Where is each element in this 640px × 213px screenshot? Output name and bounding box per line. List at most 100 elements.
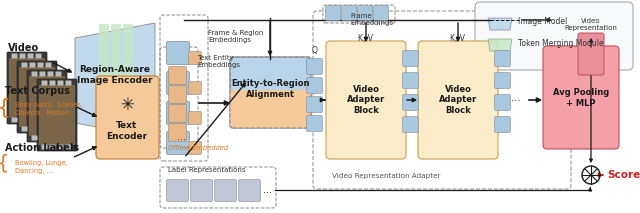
Text: Text Entity
Embeddings: Text Entity Embeddings [197, 55, 240, 68]
FancyBboxPatch shape [19, 53, 26, 59]
FancyBboxPatch shape [307, 115, 323, 131]
Text: Q: Q [312, 46, 318, 56]
FancyBboxPatch shape [342, 6, 356, 20]
FancyBboxPatch shape [28, 53, 33, 59]
Text: Video
Representation: Video Representation [564, 18, 618, 31]
FancyBboxPatch shape [40, 135, 45, 141]
Polygon shape [488, 39, 512, 51]
FancyBboxPatch shape [578, 33, 604, 75]
Text: Dancing, ...: Dancing, ... [15, 168, 53, 174]
Text: Objects,  Motion: Objects, Motion [15, 110, 69, 116]
FancyBboxPatch shape [19, 118, 26, 122]
Text: Label Representations: Label Representations [168, 167, 246, 173]
Text: Text
Encoder: Text Encoder [106, 121, 148, 141]
FancyBboxPatch shape [31, 135, 38, 141]
FancyBboxPatch shape [47, 135, 54, 141]
Polygon shape [99, 24, 110, 122]
Text: Video
Adapter
Block: Video Adapter Block [439, 85, 477, 115]
FancyBboxPatch shape [403, 95, 419, 111]
FancyBboxPatch shape [307, 96, 323, 112]
FancyBboxPatch shape [495, 95, 511, 111]
FancyBboxPatch shape [374, 6, 388, 20]
Text: ...: ... [264, 185, 273, 195]
Text: Entity-to-Region
Alignment: Entity-to-Region Alignment [231, 79, 309, 99]
FancyBboxPatch shape [35, 118, 42, 122]
FancyBboxPatch shape [27, 70, 67, 142]
FancyBboxPatch shape [403, 72, 419, 88]
FancyBboxPatch shape [42, 144, 47, 150]
FancyBboxPatch shape [189, 52, 202, 65]
FancyBboxPatch shape [168, 105, 186, 122]
Text: ...: ... [177, 132, 186, 142]
FancyBboxPatch shape [214, 180, 237, 201]
FancyBboxPatch shape [96, 76, 159, 159]
FancyBboxPatch shape [230, 57, 311, 128]
FancyBboxPatch shape [9, 58, 45, 118]
FancyBboxPatch shape [38, 62, 44, 68]
FancyBboxPatch shape [58, 81, 63, 85]
Polygon shape [111, 24, 122, 122]
FancyBboxPatch shape [168, 85, 186, 104]
Text: Text Corpus: Text Corpus [5, 86, 70, 96]
Text: Video: Video [8, 43, 39, 53]
FancyBboxPatch shape [191, 180, 212, 201]
Text: Score: Score [607, 170, 640, 180]
Text: Video
Adapter
Block: Video Adapter Block [347, 85, 385, 115]
FancyBboxPatch shape [42, 81, 47, 85]
FancyBboxPatch shape [29, 62, 35, 68]
FancyBboxPatch shape [12, 53, 17, 59]
FancyBboxPatch shape [29, 127, 35, 131]
FancyBboxPatch shape [495, 117, 511, 132]
Text: ...: ... [180, 140, 189, 150]
FancyBboxPatch shape [189, 82, 202, 95]
Text: Region-Aware
Image Encoder: Region-Aware Image Encoder [77, 65, 153, 85]
Text: Body parts,  Scenes,: Body parts, Scenes, [15, 102, 83, 108]
Text: Token Merging Module: Token Merging Module [518, 39, 604, 49]
Text: ...: ... [511, 93, 522, 103]
FancyBboxPatch shape [45, 127, 51, 131]
FancyBboxPatch shape [49, 144, 56, 150]
FancyBboxPatch shape [166, 180, 189, 201]
FancyBboxPatch shape [166, 131, 189, 154]
Polygon shape [75, 23, 155, 138]
FancyBboxPatch shape [189, 141, 202, 154]
FancyBboxPatch shape [543, 46, 619, 149]
Polygon shape [488, 18, 512, 30]
Text: ✳: ✳ [120, 96, 134, 114]
FancyBboxPatch shape [45, 62, 51, 68]
FancyBboxPatch shape [31, 72, 38, 76]
FancyBboxPatch shape [403, 50, 419, 66]
FancyBboxPatch shape [418, 41, 498, 159]
FancyBboxPatch shape [37, 79, 77, 151]
Text: Offline Embedded: Offline Embedded [168, 145, 228, 151]
FancyBboxPatch shape [65, 81, 72, 85]
FancyBboxPatch shape [40, 72, 45, 76]
FancyBboxPatch shape [239, 180, 260, 201]
Text: K, V: K, V [358, 33, 374, 43]
FancyBboxPatch shape [326, 41, 406, 159]
FancyBboxPatch shape [358, 6, 372, 20]
FancyBboxPatch shape [12, 118, 17, 122]
FancyBboxPatch shape [22, 62, 28, 68]
FancyBboxPatch shape [166, 42, 189, 65]
Text: {: { [0, 98, 10, 118]
FancyBboxPatch shape [168, 124, 186, 141]
FancyBboxPatch shape [56, 135, 61, 141]
Text: Frame & Region
Embeddings: Frame & Region Embeddings [208, 30, 264, 43]
FancyBboxPatch shape [35, 53, 42, 59]
FancyBboxPatch shape [230, 90, 311, 128]
FancyBboxPatch shape [495, 72, 511, 88]
FancyBboxPatch shape [47, 72, 54, 76]
FancyBboxPatch shape [38, 127, 44, 131]
Polygon shape [123, 24, 134, 122]
FancyBboxPatch shape [65, 144, 72, 150]
FancyBboxPatch shape [403, 117, 419, 132]
FancyBboxPatch shape [166, 72, 189, 95]
FancyBboxPatch shape [19, 67, 55, 127]
FancyBboxPatch shape [56, 72, 61, 76]
Text: Frame
Embeddings: Frame Embeddings [350, 13, 393, 26]
FancyBboxPatch shape [475, 2, 633, 70]
Text: Image Model: Image Model [518, 17, 567, 26]
FancyBboxPatch shape [58, 144, 63, 150]
FancyBboxPatch shape [49, 81, 56, 85]
